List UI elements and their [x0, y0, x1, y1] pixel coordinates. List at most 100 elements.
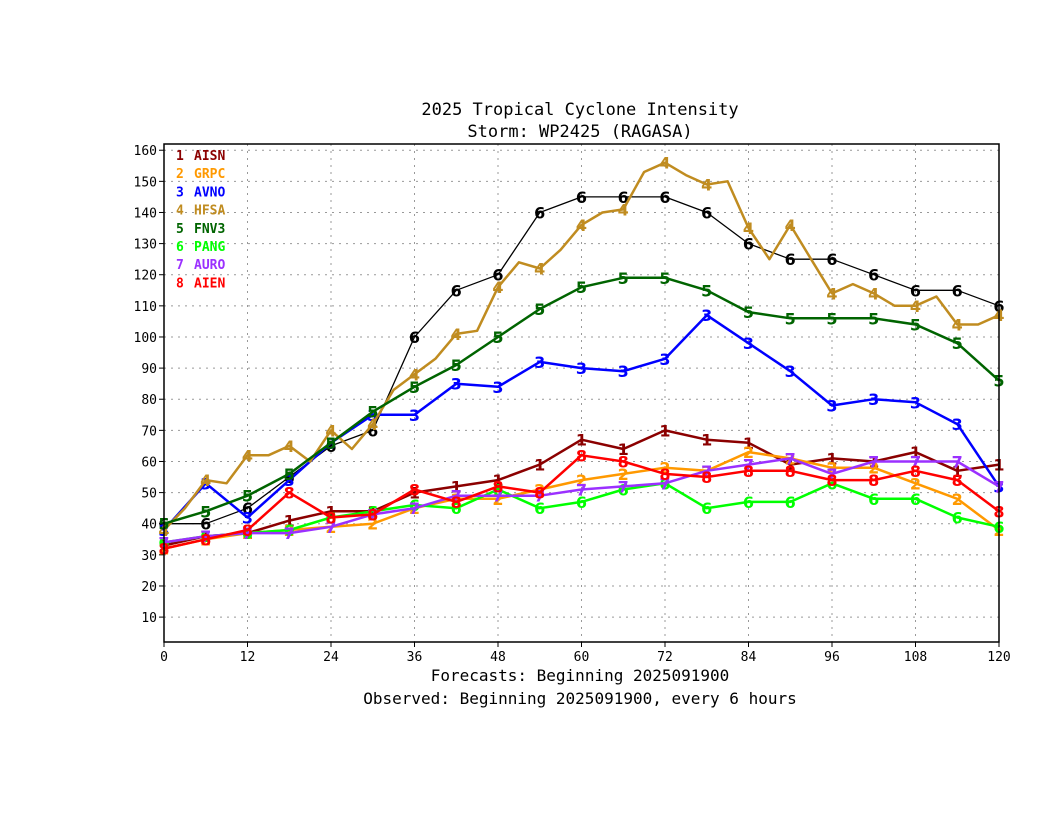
data-point-fnv3: 5: [367, 403, 378, 422]
x-tick-label: 120: [987, 650, 1010, 665]
data-point-observed: 6: [952, 281, 963, 300]
data-point-aien: 8: [826, 471, 837, 490]
data-point-avno: 3: [659, 350, 670, 369]
y-tick-label: 110: [134, 300, 157, 315]
data-point-aien: 8: [576, 446, 587, 465]
data-point-fnv3: 5: [785, 309, 796, 328]
data-point-aien: 8: [242, 521, 253, 540]
data-point-pang: 6: [451, 499, 462, 518]
data-point-aisn: 1: [826, 449, 837, 468]
x-tick-label: 12: [240, 650, 256, 665]
data-point-auro: 7: [242, 524, 253, 543]
data-point-auro: 7: [910, 452, 921, 471]
data-point-fnv3: 5: [868, 309, 879, 328]
y-tick-label: 20: [141, 580, 157, 595]
x-tick-label: 0: [160, 650, 168, 665]
data-point-aisn: 1: [785, 456, 796, 475]
data-point-hfsa: 4: [200, 471, 211, 490]
y-tick-label: 40: [141, 518, 157, 533]
data-point-pang: 6: [910, 490, 921, 509]
data-point-pang: 6: [952, 509, 963, 528]
y-tick-label: 90: [141, 362, 157, 377]
data-point-auro: 7: [534, 487, 545, 506]
data-point-auro: 7: [451, 487, 462, 506]
data-point-pang: 6: [868, 490, 879, 509]
x-tick-label: 84: [741, 650, 757, 665]
data-point-hfsa: 4: [910, 297, 921, 316]
data-point-fnv3: 5: [409, 378, 420, 397]
series-line-grpc: [163, 450, 1000, 550]
data-point-observed: 6: [576, 188, 587, 207]
data-point-auro: 7: [284, 524, 295, 543]
y-tick-label: 70: [141, 424, 157, 439]
series-auro: 7 7 7 7 77 77 7 7 7 7 77 7 777 7 77: [158, 449, 1004, 552]
legend-label: AISN: [194, 149, 225, 164]
legend: 1 AISN 2 GRPC 3 AVNO 4 HFSA 5 FNV3 6 PANG 7 AURO 8 AIEN: [176, 149, 225, 291]
data-point-fnv3: 5: [910, 316, 921, 335]
series-line-auro: [163, 457, 1000, 544]
data-point-hfsa: 4: [325, 421, 336, 440]
data-point-aien: 8: [868, 471, 879, 490]
legend-symbol: 3: [176, 185, 184, 200]
legend-symbol: 1: [176, 149, 184, 164]
data-point-fnv3: 5: [325, 434, 336, 453]
y-tick-label: 30: [141, 549, 157, 564]
data-point-auro: 7: [868, 452, 879, 471]
y-tick-label: 60: [141, 455, 157, 470]
chart-title: 2025 Tropical Cyclone Intensity: [421, 100, 738, 120]
x-axis-label: Forecasts: Beginning 2025091900: [431, 666, 730, 685]
data-point-auro: 7: [409, 499, 420, 518]
data-point-aien: 8: [785, 462, 796, 481]
data-point-observed: 6: [325, 437, 336, 456]
data-point-aien: 8: [910, 462, 921, 481]
data-point-hfsa: 4: [618, 200, 629, 219]
data-point-aisn: 1: [409, 484, 420, 503]
data-point-hfsa: 4: [242, 446, 253, 465]
data-point-grpc: 2: [826, 459, 837, 478]
data-point-aien: 8: [743, 462, 754, 481]
plot-frame: [163, 143, 1000, 643]
data-point-aien: 8: [618, 452, 629, 471]
data-point-fnv3: 5: [451, 356, 462, 375]
data-point-aisn: 1: [492, 471, 503, 490]
data-point-fnv3: 5: [952, 334, 963, 353]
data-point-auro: 7: [785, 449, 796, 468]
data-point-grpc: 2: [618, 465, 629, 484]
x-tick-label: 108: [904, 650, 927, 665]
data-point-observed: 6: [826, 250, 837, 269]
data-point-grpc: 2: [910, 474, 921, 493]
data-point-pang: 6: [743, 493, 754, 512]
data-point-auro: 7: [701, 462, 712, 481]
data-point-hfsa: 4: [367, 415, 378, 434]
x-tick-label: 24: [323, 650, 339, 665]
data-point-pang: 6: [534, 499, 545, 518]
y-tick-label: 10: [141, 611, 157, 626]
data-point-auro: 7: [826, 465, 837, 484]
data-point-pang: 6: [492, 480, 503, 499]
data-point-observed: 6: [743, 235, 754, 254]
data-point-hfsa: 4: [659, 154, 670, 173]
data-point-hfsa: 4: [743, 219, 754, 238]
data-point-aien: 8: [325, 509, 336, 528]
data-point-avno: 3: [451, 375, 462, 394]
legend-label: AIEN: [194, 276, 225, 291]
data-point-pang: 6: [618, 480, 629, 499]
data-point-fnv3: 5: [242, 487, 253, 506]
series-line-pang: [163, 482, 1000, 544]
data-point-grpc: 2: [367, 515, 378, 534]
data-point-aisn: 1: [618, 440, 629, 459]
legend-label: AURO: [194, 258, 225, 273]
x-axis-label-observed: Observed: Beginning 2025091900, every 6 …: [363, 689, 796, 708]
data-point-observed: 6: [284, 468, 295, 487]
data-point-avno: 3: [826, 396, 837, 415]
legend-symbol: 2: [176, 167, 184, 182]
x-axis-ticks: 0 12 24 36 48 60 72 84 96 108 120: [160, 642, 1011, 665]
data-point-grpc: 2: [743, 443, 754, 462]
y-tick-label: 120: [134, 269, 157, 284]
legend-symbol: 5: [176, 222, 184, 237]
data-point-grpc: 2: [952, 490, 963, 509]
data-point-aien: 8: [492, 477, 503, 496]
data-point-avno: 3: [618, 362, 629, 381]
y-tick-label: 150: [134, 175, 157, 190]
